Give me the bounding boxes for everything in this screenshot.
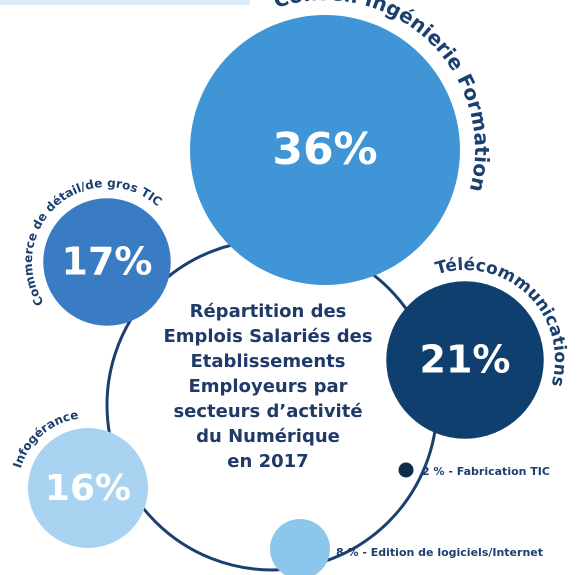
title-line: Etablissements xyxy=(190,351,345,372)
value-label: 21% xyxy=(420,338,511,382)
value-label: 36% xyxy=(272,124,377,175)
title-line: Employeurs par xyxy=(189,376,348,397)
separator: - xyxy=(359,546,371,559)
bubble xyxy=(386,281,544,439)
separator: - xyxy=(445,465,457,478)
top-strip xyxy=(0,0,250,5)
category-label: Fabrication TIC xyxy=(457,465,550,478)
bubble xyxy=(28,428,148,548)
title-line: Emplois Salariés des xyxy=(163,326,372,347)
title-line: du Numérique xyxy=(196,426,340,447)
value-label: 2 % xyxy=(422,465,445,478)
title-line: Répartition des xyxy=(190,301,347,322)
bubble xyxy=(398,462,414,478)
value-label: 17% xyxy=(62,240,153,284)
small-label: 8 % - Edition de logiciels/Internet xyxy=(336,546,543,559)
value-label: 8 % xyxy=(336,546,359,559)
value-label: 16% xyxy=(45,468,131,509)
title-line: en 2017 xyxy=(227,451,308,472)
bubble xyxy=(190,15,460,285)
bubble xyxy=(43,198,171,326)
title-line: secteurs d’activité xyxy=(173,401,362,422)
category-label: Edition de logiciels/Internet xyxy=(371,546,543,559)
bubble xyxy=(270,519,330,575)
small-label: 2 % - Fabrication TIC xyxy=(422,465,550,478)
